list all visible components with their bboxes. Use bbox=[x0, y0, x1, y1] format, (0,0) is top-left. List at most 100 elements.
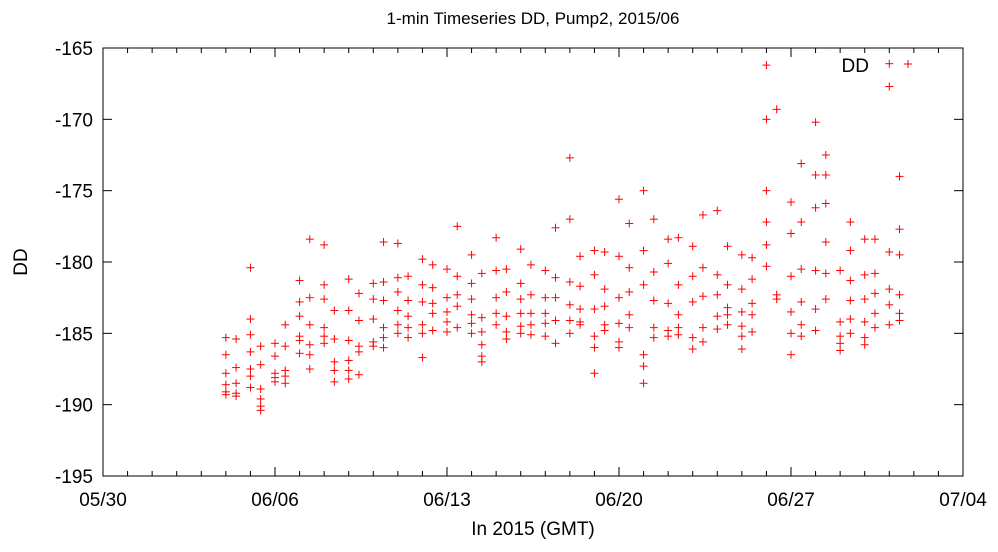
data-point bbox=[797, 332, 806, 341]
data-point bbox=[797, 297, 806, 306]
data-point bbox=[836, 317, 845, 326]
data-point bbox=[846, 296, 855, 305]
data-point bbox=[320, 280, 329, 289]
data-point bbox=[748, 327, 757, 336]
data-point bbox=[590, 332, 599, 341]
data-point bbox=[639, 186, 648, 195]
y-tick-label: -170 bbox=[55, 110, 93, 131]
data-point bbox=[885, 300, 894, 309]
x-tick-label: 06/27 bbox=[767, 490, 815, 511]
data-point bbox=[516, 245, 525, 254]
data-point bbox=[551, 339, 560, 348]
data-point bbox=[565, 215, 574, 224]
data-point bbox=[885, 248, 894, 257]
data-point bbox=[821, 295, 830, 304]
data-point bbox=[516, 309, 525, 318]
data-point bbox=[344, 366, 353, 375]
data-point bbox=[330, 306, 339, 315]
data-point bbox=[379, 343, 388, 352]
data-point bbox=[625, 287, 634, 296]
data-point bbox=[354, 316, 363, 325]
data-point bbox=[281, 320, 290, 329]
data-point bbox=[688, 345, 697, 354]
data-point bbox=[232, 363, 241, 372]
data-point bbox=[541, 266, 550, 275]
data-point bbox=[516, 295, 525, 304]
x-tick-label: 06/20 bbox=[595, 490, 643, 511]
data-point bbox=[811, 305, 820, 314]
data-point bbox=[811, 326, 820, 335]
data-point bbox=[600, 248, 609, 257]
data-point bbox=[502, 287, 511, 296]
data-point bbox=[551, 273, 560, 282]
data-point bbox=[477, 269, 486, 278]
data-point bbox=[541, 293, 550, 302]
data-point bbox=[836, 332, 845, 341]
data-point bbox=[467, 295, 476, 304]
data-point bbox=[615, 293, 623, 302]
data-point bbox=[354, 347, 363, 356]
data-point bbox=[723, 310, 732, 319]
data-point bbox=[787, 198, 795, 207]
data-point bbox=[541, 332, 550, 341]
y-tick-label: -165 bbox=[55, 39, 93, 60]
data-point bbox=[723, 242, 732, 251]
data-point bbox=[320, 240, 329, 249]
data-point bbox=[477, 357, 486, 366]
data-point bbox=[320, 332, 329, 341]
data-point bbox=[787, 272, 795, 281]
data-point bbox=[639, 246, 648, 255]
data-point bbox=[232, 335, 241, 344]
legend-marker bbox=[904, 60, 912, 68]
data-point bbox=[664, 235, 673, 244]
data-point bbox=[305, 365, 314, 373]
data-point bbox=[443, 307, 451, 316]
data-point bbox=[295, 336, 304, 345]
data-point bbox=[762, 262, 771, 271]
data-point bbox=[428, 326, 437, 335]
data-point bbox=[821, 269, 830, 278]
data-point bbox=[772, 105, 781, 114]
data-point bbox=[664, 332, 673, 341]
data-point bbox=[232, 392, 241, 401]
data-point bbox=[600, 326, 609, 335]
data-point bbox=[748, 275, 757, 284]
data-point bbox=[565, 277, 574, 286]
data-point bbox=[846, 329, 855, 338]
data-point bbox=[860, 295, 869, 304]
data-point bbox=[492, 309, 501, 318]
data-point bbox=[467, 279, 476, 288]
data-point bbox=[492, 320, 501, 329]
data-point bbox=[221, 380, 230, 389]
data-point bbox=[787, 307, 795, 316]
data-point bbox=[860, 235, 869, 244]
data-point bbox=[713, 290, 722, 299]
data-point bbox=[393, 320, 402, 329]
data-point bbox=[870, 289, 879, 298]
data-point bbox=[895, 316, 904, 325]
data-point bbox=[600, 285, 609, 294]
data-point bbox=[502, 265, 511, 274]
data-point bbox=[256, 384, 265, 393]
data-point bbox=[246, 365, 255, 373]
data-point bbox=[565, 300, 574, 309]
data-point bbox=[885, 82, 894, 91]
data-point bbox=[221, 333, 230, 342]
y-tick-label: -180 bbox=[55, 253, 93, 274]
data-point bbox=[393, 306, 402, 315]
data-point bbox=[787, 229, 795, 238]
data-point bbox=[737, 332, 746, 341]
data-point bbox=[330, 357, 339, 366]
data-point bbox=[516, 329, 525, 338]
data-point bbox=[797, 159, 806, 168]
data-point bbox=[625, 310, 634, 319]
data-point bbox=[625, 263, 634, 272]
data-point bbox=[281, 342, 290, 351]
data-point bbox=[516, 322, 525, 331]
data-point bbox=[870, 323, 879, 332]
data-point bbox=[354, 370, 363, 379]
data-point bbox=[541, 309, 550, 318]
data-points bbox=[221, 59, 904, 415]
data-point bbox=[895, 172, 904, 181]
data-point bbox=[246, 330, 255, 339]
